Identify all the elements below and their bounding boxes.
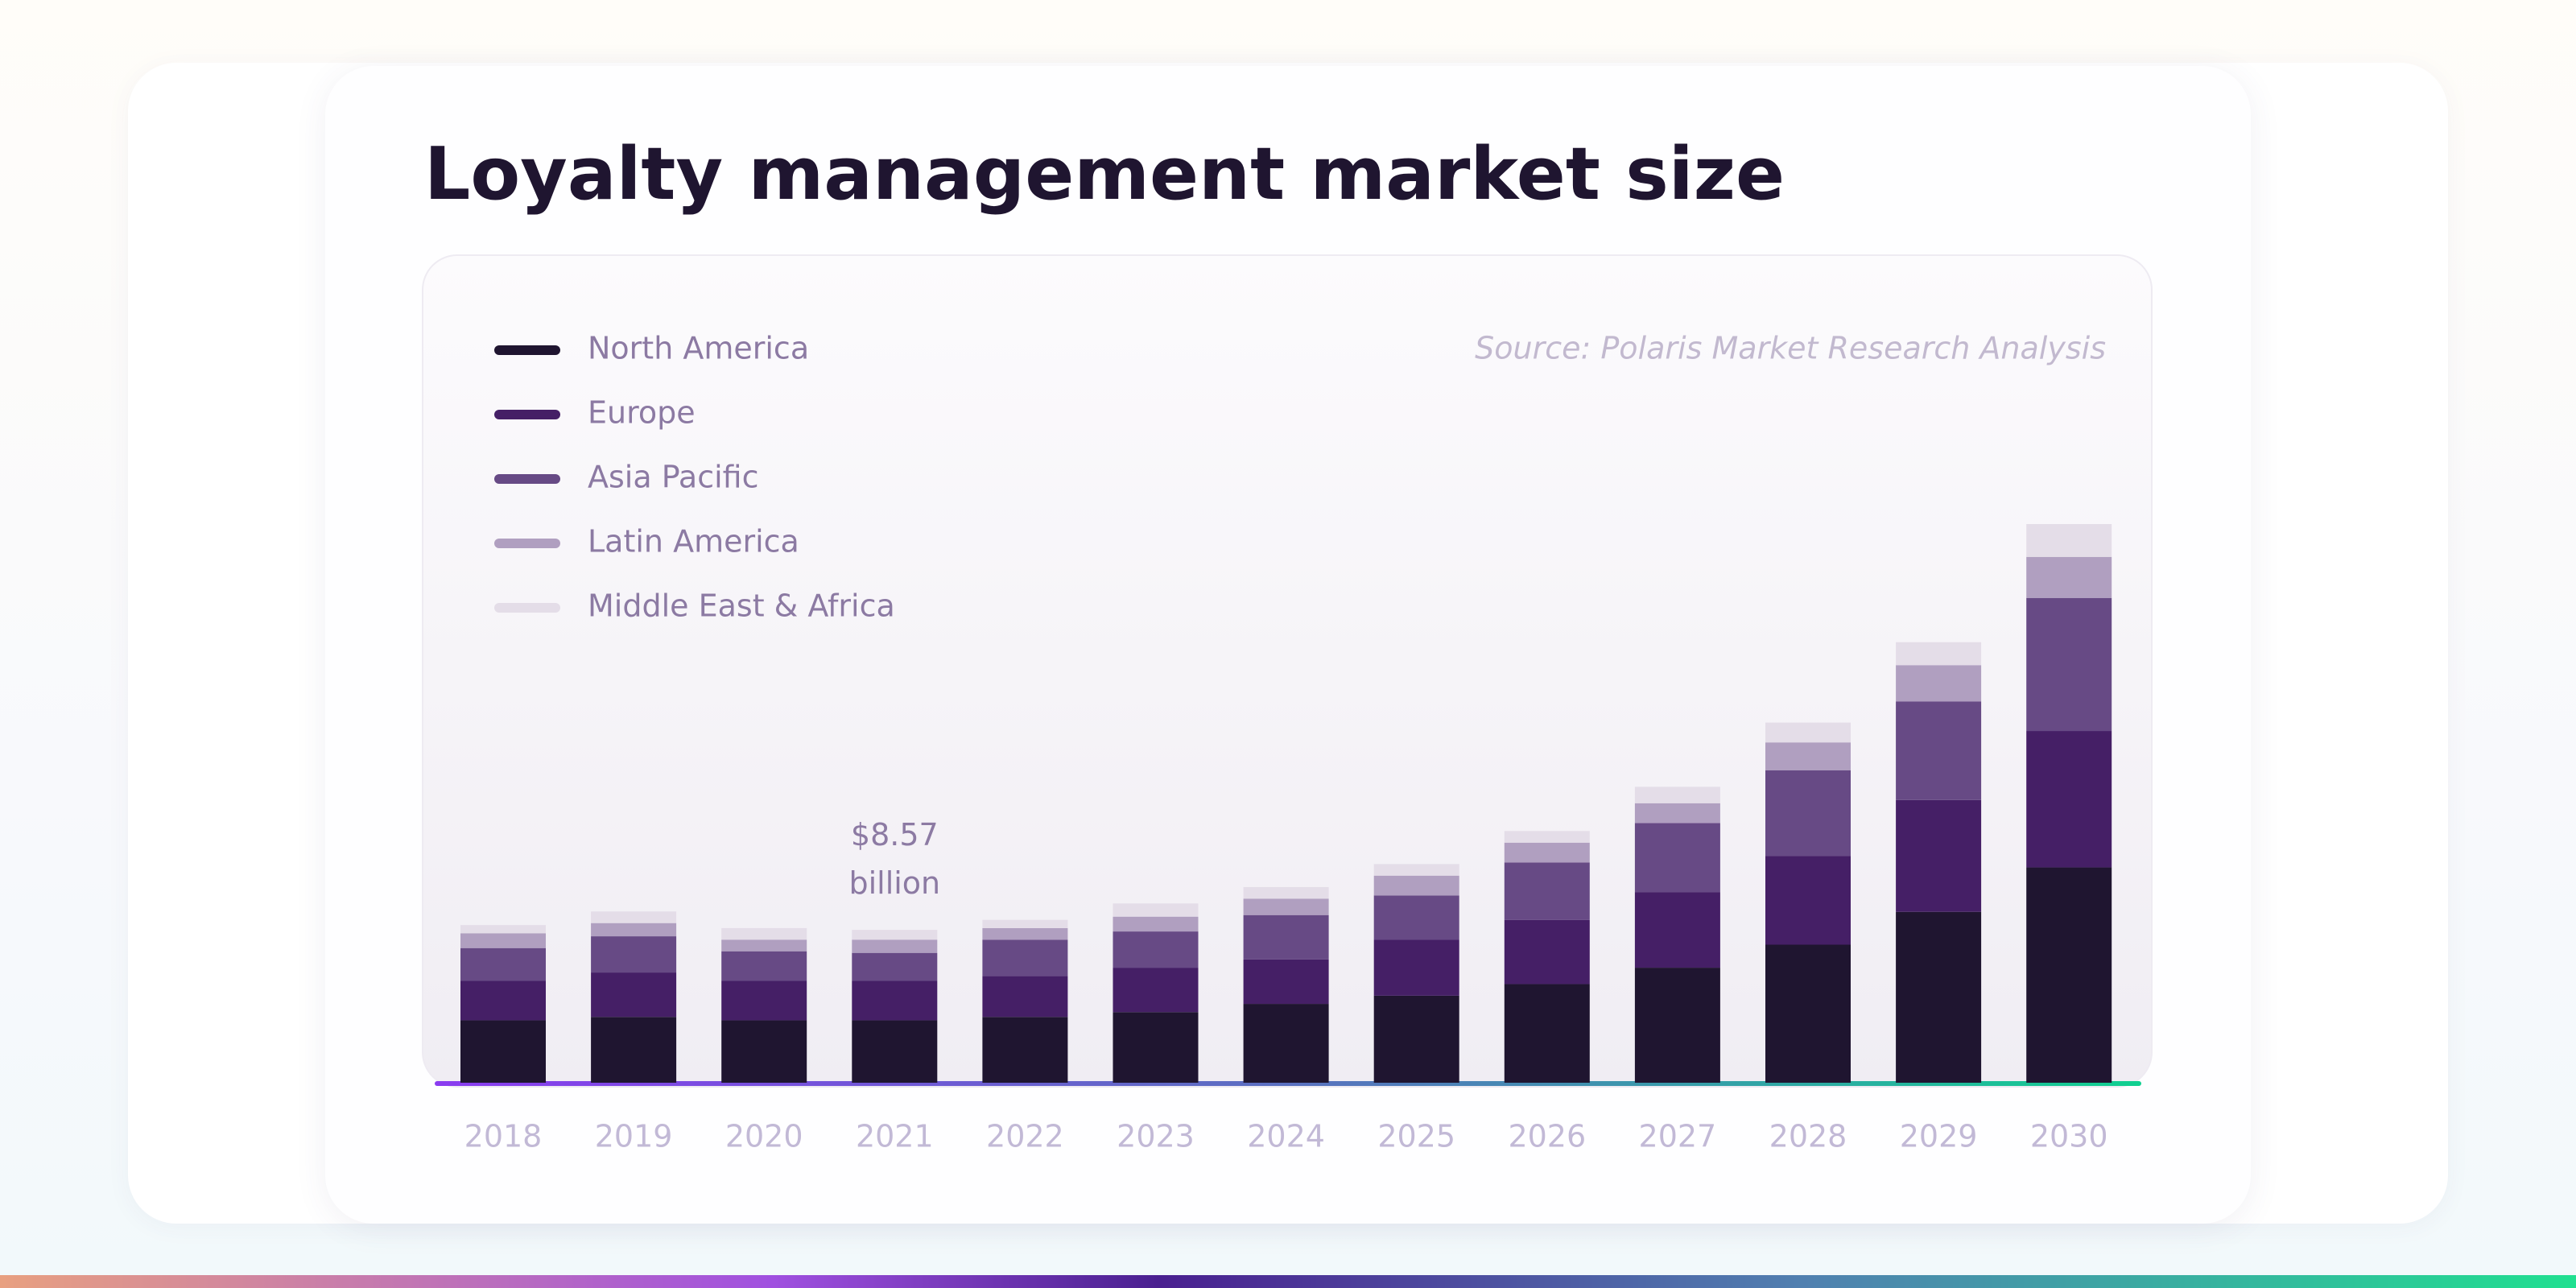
x-tick-label: 2022 [986,1119,1064,1154]
x-tick-label: 2023 [1117,1119,1195,1154]
bar-segment [721,1020,807,1083]
bar-segment [982,919,1068,928]
legend-label: Asia Pacific [588,460,759,495]
bar-segment [591,972,677,1018]
bar-segment [1765,856,1851,945]
bar-segment [1113,931,1199,968]
bar-segment [1113,1012,1199,1083]
bar-segment [460,925,546,934]
bar-segment [852,930,938,940]
bar-segment [460,980,546,1021]
bar-segment [1504,984,1590,1083]
bar-segment [1243,914,1329,960]
bar-segment [2026,556,2112,598]
bar-segment [982,1017,1068,1083]
bar-segment [1634,968,1720,1083]
bar-segment [460,947,546,981]
x-tick-label: 2026 [1508,1119,1586,1154]
x-tick-label: 2030 [2030,1119,2108,1154]
legend-label: Middle East & Africa [588,588,895,624]
bar-segment [2026,524,2112,557]
bar-segment [982,927,1068,940]
chart-title: Loyalty management market size [424,132,1785,217]
bar-segment [1504,919,1590,985]
bar-segment [1765,944,1851,1083]
bar-segment [1896,701,1982,800]
legend-label: Europe [588,395,696,431]
bar-segment [2026,867,2112,1083]
bar-segment [852,952,938,981]
bar-segment [1634,786,1720,803]
bar-segment [1896,642,1982,666]
bar-segment [1896,911,1982,1083]
bar-segment [1765,722,1851,743]
bar-segment [2026,597,2112,732]
footer-stripe [0,1275,2576,1288]
bar-segment [591,1017,677,1083]
x-tick-label: 2028 [1769,1119,1847,1154]
x-tick-label: 2020 [725,1119,803,1154]
bar-segment [1504,862,1590,920]
x-tick-label: 2025 [1377,1119,1455,1154]
bar-segment [1243,886,1329,899]
bar-segment [1113,916,1199,932]
x-tick-label: 2018 [464,1119,543,1154]
bar-segment [852,1020,938,1083]
x-tick-label: 2024 [1247,1119,1325,1154]
bar-segment [1243,898,1329,915]
bar-segment [982,939,1068,976]
bar-segment [1373,995,1459,1083]
x-tick-label: 2029 [1900,1119,1978,1154]
bar-segment [1765,770,1851,857]
bar-segment [1896,665,1982,702]
bar-segment [1634,803,1720,824]
bar-segment [1504,831,1590,843]
bar-segment [591,923,677,937]
bar-segment [1504,842,1590,863]
bar-segment [1373,875,1459,896]
bar-segment [591,936,677,973]
bar-segment [2026,731,2112,868]
bar-segment [982,976,1068,1018]
bar-segment [721,980,807,1021]
total-label: $8.57 billion [848,817,941,902]
bar-segment [1373,864,1459,876]
bar-segment [852,980,938,1021]
bar-segment [460,1020,546,1083]
source-note: Source: Polaris Market Research Analysis [1475,331,2106,366]
bar-segment [721,927,807,940]
bar-segment [1113,903,1199,917]
bar-segment [1896,799,1982,912]
bar-segment [1113,968,1199,1013]
legend-label: North America [588,331,809,366]
bar-segment [591,911,677,923]
x-tick-label: 2021 [856,1119,934,1154]
bar-segment [1765,742,1851,771]
bar-segment [721,939,807,952]
bar-segment [1634,823,1720,893]
bar-segment [1373,895,1459,940]
bar-segment [1243,959,1329,1005]
bar-segment [1243,1004,1329,1083]
x-tick-label: 2019 [595,1119,673,1154]
bar-segment [1634,892,1720,968]
bar-segment [852,939,938,953]
legend-label: Latin America [588,524,799,559]
bar-segment [460,933,546,948]
bar-segment [721,951,807,981]
bar-segment [1373,939,1459,996]
x-tick-label: 2027 [1639,1119,1717,1154]
